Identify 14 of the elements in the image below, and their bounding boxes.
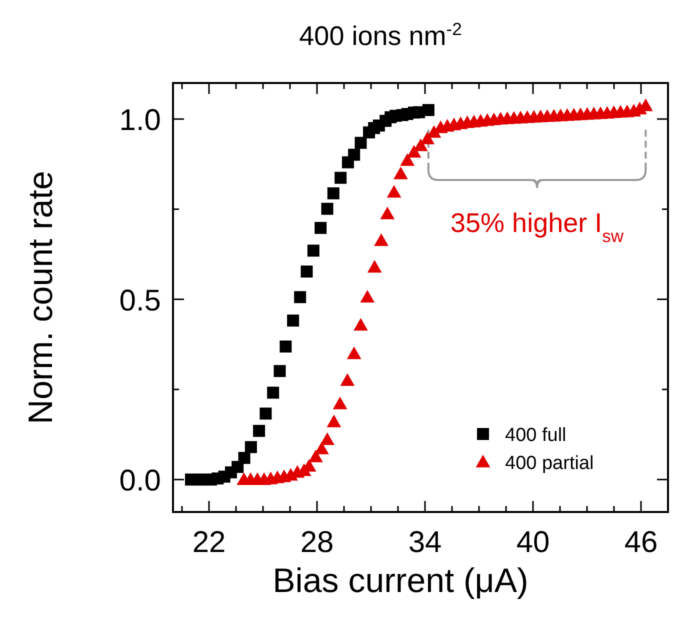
chart-title: 400 ions nm$^{-2}$ <box>299 19 462 51</box>
x-tick-label: 34 <box>408 526 442 559</box>
y-tick-label: 1.0 <box>119 104 161 138</box>
x-tick-label: 46 <box>624 526 658 559</box>
y-tick-label: 0.0 <box>119 464 161 498</box>
y-tick-label: 0.5 <box>119 284 161 318</box>
x-tick-label: 40 <box>516 526 550 559</box>
x-axis-title: Bias current (μA) <box>272 562 528 600</box>
legend-label: 400 full <box>505 425 566 446</box>
y-axis-title: Norm. count rate <box>22 170 60 424</box>
x-tick-label: 22 <box>192 526 226 559</box>
annotation: 35% higher I$_{sw}$ <box>450 208 624 246</box>
x-tick-label: 28 <box>300 526 334 559</box>
legend-label: 400 partial <box>505 453 594 474</box>
